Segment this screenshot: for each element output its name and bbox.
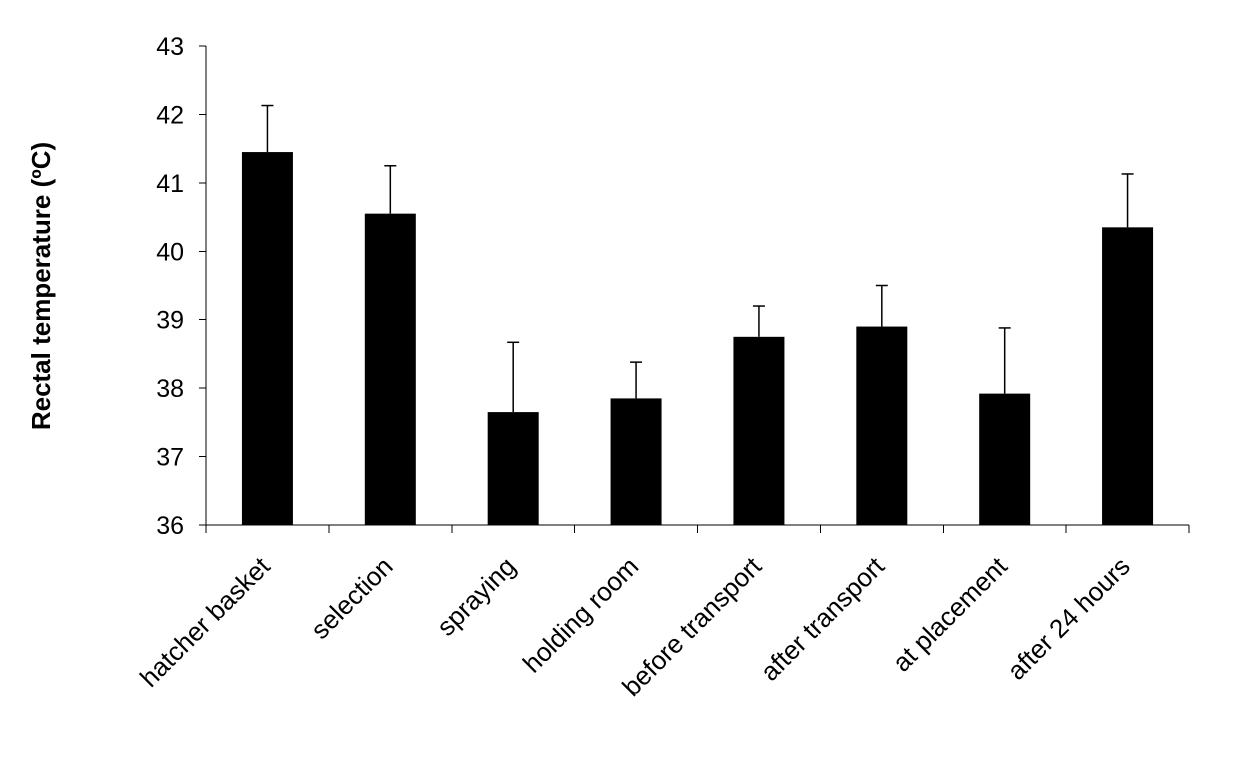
bar-after-24-hours bbox=[1102, 227, 1154, 526]
y-tick-label: 41 bbox=[156, 170, 184, 198]
bar-hatcher-basket bbox=[241, 152, 293, 526]
y-axis-title: Rectal temperature (ºC) bbox=[26, 142, 56, 430]
y-tick-label: 40 bbox=[156, 238, 184, 266]
bar-spraying bbox=[487, 412, 539, 525]
bar-before-transport bbox=[733, 336, 785, 525]
x-tick-label: at placement bbox=[886, 550, 1013, 677]
y-axis-ticks: 36 37 38 39 40 41 42 43 bbox=[156, 33, 206, 540]
y-tick-label: 37 bbox=[156, 444, 184, 472]
x-tick-label: after transport bbox=[754, 550, 890, 686]
x-tick-label: spraying bbox=[431, 551, 522, 642]
bar-after-transport bbox=[856, 326, 908, 525]
x-tick-label: selection bbox=[305, 551, 399, 645]
y-tick-label: 36 bbox=[156, 512, 184, 540]
axes bbox=[205, 46, 1190, 533]
y-tick-label: 39 bbox=[156, 307, 184, 335]
y-tick-label: 42 bbox=[156, 101, 184, 129]
x-tick-label: hatcher basket bbox=[134, 550, 276, 692]
y-tick-label: 43 bbox=[156, 33, 184, 61]
x-tick-label: after 24 hours bbox=[1001, 551, 1136, 686]
bar-at-placement bbox=[979, 393, 1031, 525]
bar-holding-room bbox=[610, 398, 662, 525]
bars bbox=[241, 152, 1154, 526]
bar-selection bbox=[364, 213, 416, 525]
error-bars bbox=[261, 104, 1134, 413]
y-tick-label: 38 bbox=[156, 375, 184, 403]
x-tick-label: holding room bbox=[517, 551, 645, 679]
